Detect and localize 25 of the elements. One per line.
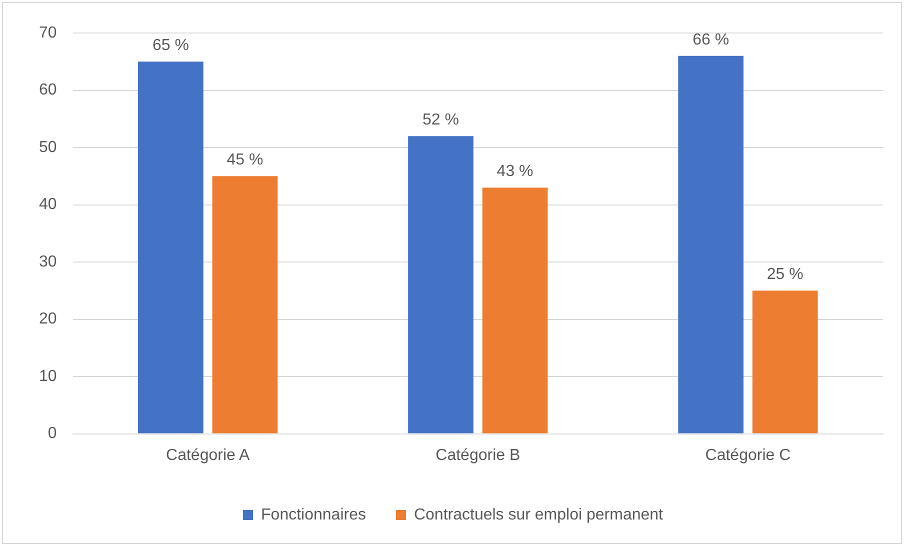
legend-label: Fonctionnaires	[261, 506, 366, 524]
y-tick-label: 50	[39, 138, 57, 156]
data-label: 25 %	[766, 266, 804, 284]
y-tick-label: 20	[39, 310, 57, 328]
y-tick-label: 70	[39, 24, 57, 42]
x-tick-label: Catégorie A	[166, 446, 250, 464]
data-label: 65 %	[152, 37, 189, 54]
data-label: 52 %	[422, 111, 459, 128]
bar	[408, 136, 474, 434]
x-tick-label: Catégorie B	[436, 446, 520, 464]
bar	[482, 188, 548, 434]
x-tick-label: Catégorie C	[705, 446, 791, 464]
y-tick-label: 30	[39, 253, 57, 270]
y-tick-label: 0	[48, 425, 57, 442]
data-label: 43 %	[496, 163, 534, 180]
y-tick-label: 60	[39, 82, 57, 99]
data-label: 66 %	[692, 31, 730, 48]
data-label: 45 %	[226, 152, 264, 169]
y-tick-label: 40	[39, 196, 57, 214]
bar	[752, 290, 818, 434]
bar	[212, 176, 278, 434]
bar	[678, 56, 744, 434]
legend-label: Contractuels sur emploi permanent	[414, 506, 664, 524]
y-tick-label: 10	[39, 368, 57, 385]
bar	[138, 62, 204, 434]
